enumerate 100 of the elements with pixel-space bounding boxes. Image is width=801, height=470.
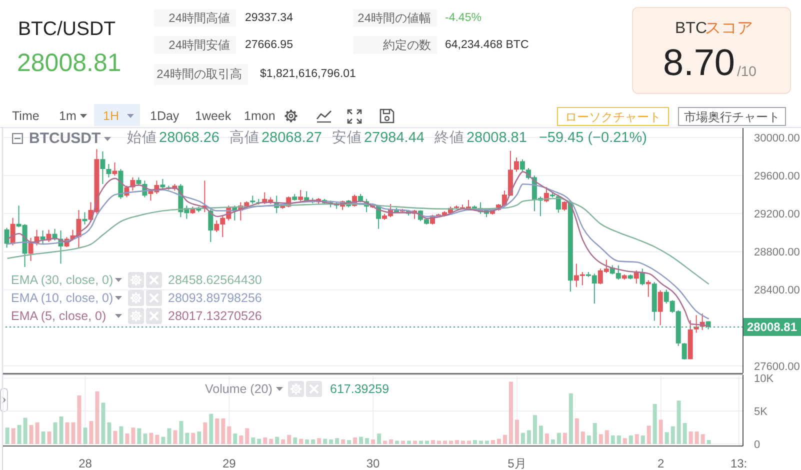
x-tick-label: 28 — [78, 456, 92, 470]
bar — [646, 426, 651, 444]
bar — [389, 439, 394, 444]
bar — [233, 434, 238, 444]
bar — [514, 420, 519, 444]
bar — [383, 440, 388, 444]
bar — [586, 435, 591, 444]
y-tick-label: 5K — [754, 406, 768, 418]
bar — [65, 422, 70, 444]
text: Volume (20) — [205, 381, 272, 397]
annotation: −59.45 (−0.21%) — [538, 130, 647, 147]
x-tick-label: 13: — [730, 456, 748, 470]
y-tick-label: 0 — [754, 438, 760, 451]
bar — [5, 428, 10, 444]
bar — [610, 435, 615, 444]
bar — [101, 402, 106, 444]
bar — [47, 432, 52, 444]
bar — [263, 437, 268, 444]
text: ローソクチャート — [557, 107, 669, 126]
bar — [293, 437, 298, 444]
candlestick — [160, 178, 166, 190]
bar — [454, 440, 459, 444]
bar — [431, 440, 436, 444]
bar — [341, 439, 346, 444]
annotation: 28068.26 — [159, 130, 220, 147]
bar — [508, 382, 513, 444]
bar — [658, 420, 663, 444]
bar — [113, 430, 118, 444]
bar — [191, 432, 196, 444]
annotation: 28093.89798256 — [168, 290, 262, 306]
annotation: 27984.44 — [364, 130, 424, 147]
text: EMA (5, close, 0) — [11, 308, 106, 324]
bar — [407, 440, 412, 444]
y-tick-label: 28400.00 — [754, 284, 800, 297]
bar — [275, 436, 280, 444]
annotation: 28458.62564430 — [168, 272, 262, 288]
bar — [287, 434, 292, 444]
bar — [425, 440, 430, 444]
bar — [395, 440, 400, 444]
bar — [437, 440, 442, 444]
bar — [670, 426, 675, 444]
y-tick-label: 29200.00 — [754, 208, 800, 221]
text: $1,821,616,796.01 — [260, 67, 356, 82]
bar — [317, 438, 322, 444]
bar — [215, 418, 220, 444]
bar — [167, 428, 172, 444]
bar — [137, 428, 142, 444]
candlestick — [40, 230, 46, 244]
annotation: 高値 — [229, 130, 260, 147]
y-tick-label: 10K — [754, 373, 774, 386]
bar — [371, 439, 376, 444]
x-tick-label: 29 — [222, 456, 236, 470]
bar — [365, 438, 370, 444]
bar — [443, 440, 448, 444]
candlestick — [4, 227, 10, 248]
bar — [197, 432, 202, 444]
bar — [143, 434, 148, 444]
bar — [347, 440, 352, 444]
candlestick — [106, 164, 112, 178]
bar — [59, 416, 64, 444]
bar — [550, 439, 555, 444]
candlestick — [562, 200, 567, 212]
bar — [580, 432, 585, 444]
text: 1H — [103, 108, 119, 125]
bar — [17, 424, 22, 444]
text: 64,234.468 BTC — [445, 38, 529, 53]
bar — [401, 440, 406, 444]
bar — [149, 432, 154, 444]
annotation: 終値 — [434, 130, 464, 147]
bar — [592, 422, 597, 444]
series-label: EMA (30, close, 0) — [11, 272, 114, 288]
candlestick — [514, 156, 519, 172]
bar — [604, 430, 609, 444]
annotation: 28008.81 — [466, 130, 527, 147]
bar — [628, 435, 633, 444]
text: スコア — [705, 19, 753, 39]
bar — [155, 434, 160, 444]
bar — [622, 438, 627, 444]
bar — [161, 436, 166, 444]
bar — [419, 440, 424, 444]
bar — [89, 421, 94, 444]
bar — [634, 434, 639, 444]
bar — [413, 440, 418, 444]
bar — [335, 438, 340, 444]
bar — [269, 438, 274, 444]
bar — [77, 395, 82, 444]
bar — [640, 435, 645, 444]
bar — [299, 438, 304, 444]
bar — [664, 432, 669, 444]
bar — [449, 440, 453, 444]
text: BTC — [675, 19, 707, 39]
text: EMA (10, close, 0) — [11, 290, 114, 306]
bar — [107, 422, 112, 444]
bar — [323, 438, 328, 444]
candlestick — [100, 150, 106, 184]
candlestick — [520, 158, 525, 172]
bar — [682, 422, 687, 444]
candlestick — [682, 342, 687, 360]
x-tick-label: 30 — [366, 456, 380, 470]
x-tick-label: 5月 — [508, 456, 526, 470]
